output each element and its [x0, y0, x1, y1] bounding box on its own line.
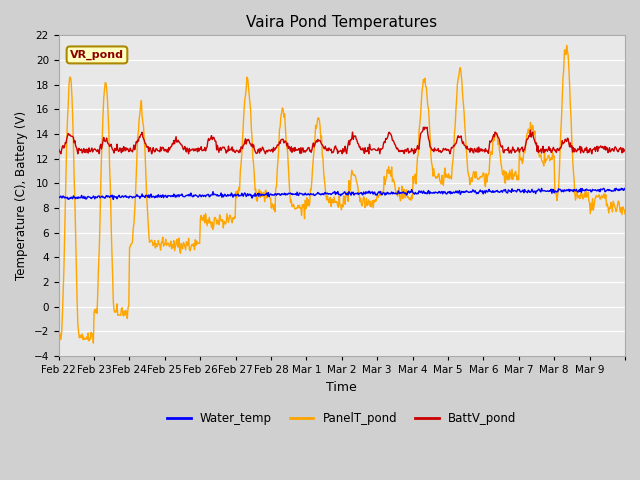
Legend: Water_temp, PanelT_pond, BattV_pond: Water_temp, PanelT_pond, BattV_pond: [163, 407, 522, 430]
Title: Vaira Pond Temperatures: Vaira Pond Temperatures: [246, 15, 437, 30]
Text: VR_pond: VR_pond: [70, 50, 124, 60]
Y-axis label: Temperature (C), Battery (V): Temperature (C), Battery (V): [15, 111, 28, 280]
X-axis label: Time: Time: [326, 381, 357, 394]
